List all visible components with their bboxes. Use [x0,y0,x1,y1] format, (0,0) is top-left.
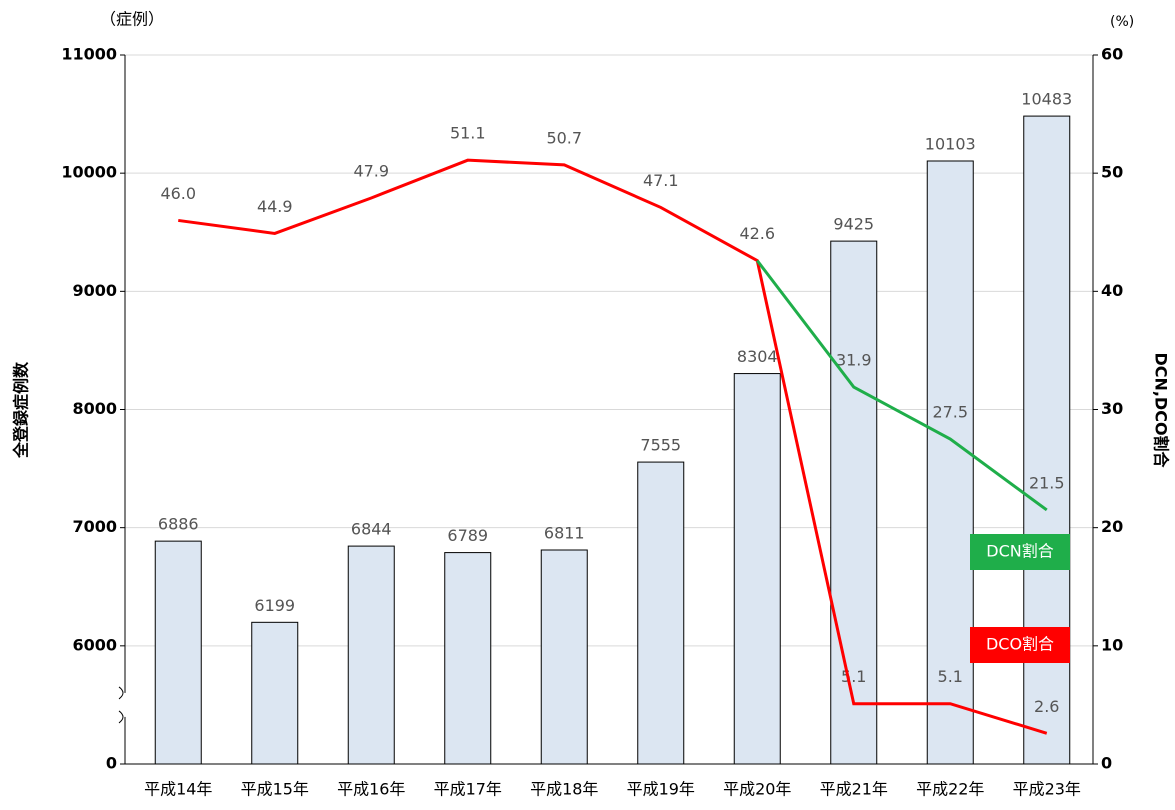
bar [540,549,588,765]
line-label: 50.7 [546,128,582,147]
y-tick-label: 9000 [72,281,117,300]
x-tick-label: 平成22年 [916,780,984,799]
bar [926,160,974,765]
bar-label: 6886 [158,515,199,534]
axis-break-gap [117,692,133,717]
line-label: 47.9 [353,161,389,180]
y-tick-label: 0 [106,754,117,773]
bar [830,240,878,765]
bar-label: 6811 [544,524,585,543]
line-label: 2.6 [1034,697,1059,716]
line-label: 31.9 [836,351,872,370]
line-label: 21.5 [1029,473,1065,492]
y2-tick-label: 40 [1101,281,1123,300]
y2-axis-label: DCN,DCO割合 [1152,352,1171,468]
line-label: 51.1 [450,124,486,143]
x-tick-label: 平成18年 [530,780,598,799]
bar [347,545,395,765]
bar-label: 6789 [447,526,488,545]
x-tick-label: 平成16年 [337,780,405,799]
bar [1023,115,1071,765]
x-tick-label: 平成15年 [241,780,309,799]
bar-label: 7555 [640,436,681,455]
x-tick-label: 平成21年 [820,780,888,799]
bar [733,373,781,765]
line-label: 5.1 [841,667,866,686]
line-label: 46.0 [160,184,196,203]
axis-break [118,686,124,724]
y2-tick-label: 50 [1101,163,1123,182]
bar-label: 6844 [351,520,392,539]
legend-box [970,627,1070,663]
x-tick-label: 平成23年 [1013,780,1081,799]
y2-tick-label: 20 [1101,517,1123,536]
bar-label: 10103 [925,134,976,153]
bar [251,621,299,765]
unit-right: (%) [1110,14,1134,30]
line [756,259,1048,512]
x-tick-label: 平成19年 [627,780,695,799]
bar-label: 6199 [254,596,295,615]
y-tick-label: 7000 [72,517,117,536]
y-tick-label: 8000 [72,399,117,418]
bar [154,540,202,765]
y-tick-label: 11000 [61,45,117,64]
x-tick-label: 平成14年 [144,780,212,799]
x-tick-label: 平成17年 [434,780,502,799]
y-tick-label: 10000 [61,163,117,182]
bar-label: 10483 [1021,90,1072,109]
bar [444,552,492,765]
bar-label: 8304 [737,347,778,366]
y2-tick-label: 60 [1101,45,1123,64]
legend-label: DCN割合 [986,542,1053,561]
unit-left: （症例） [100,10,164,29]
y-tick-label: 6000 [72,635,117,654]
y-axis-label: 全登録症例数 [12,361,31,459]
line-label: 44.9 [257,197,293,216]
line [178,158,1048,735]
line-label: 27.5 [932,403,968,422]
bar [637,461,685,765]
y2-tick-label: 10 [1101,635,1123,654]
line-label: 47.1 [643,171,679,190]
x-tick-label: 平成20年 [723,780,791,799]
line-label: 5.1 [938,667,963,686]
legend-label: DCO割合 [986,635,1054,654]
y2-tick-label: 30 [1101,399,1123,418]
legend-box [970,534,1070,570]
y2-tick-label: 0 [1101,754,1112,773]
line-label: 42.6 [739,224,775,243]
bar-label: 9425 [833,215,874,234]
